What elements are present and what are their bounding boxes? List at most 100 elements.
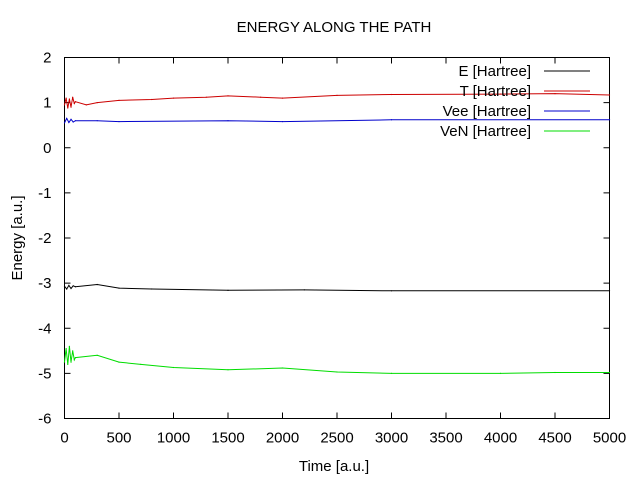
y-tick-label: -3 — [38, 275, 51, 292]
data-point — [63, 104, 66, 106]
x-tick-label: 2000 — [266, 430, 299, 447]
legend-label: VeN [Hartree] — [440, 123, 531, 140]
data-point — [205, 96, 207, 98]
data-point — [68, 98, 71, 100]
data-point — [608, 371, 611, 374]
data-point — [67, 107, 69, 109]
y-tick-label: -6 — [38, 411, 51, 428]
data-point — [72, 350, 74, 352]
data-point — [63, 361, 66, 363]
data-point — [96, 102, 98, 104]
data-point — [499, 372, 502, 374]
x-tick-label: 4500 — [538, 430, 571, 447]
data-point — [118, 287, 120, 289]
data-point — [608, 94, 611, 96]
data-point — [73, 102, 75, 105]
data-point — [68, 121, 70, 124]
data-point — [260, 96, 262, 98]
x-tick-label: 3500 — [429, 430, 462, 447]
data-point — [70, 106, 72, 108]
data-point — [70, 361, 72, 363]
y-tick-label: -2 — [38, 230, 51, 247]
data-point — [390, 93, 393, 96]
y-tick-label: 2 — [43, 50, 51, 67]
data-point — [96, 283, 98, 286]
series-line — [64, 346, 610, 374]
y-tick-label: -5 — [38, 365, 51, 382]
legend-label: Vee [Hartree] — [443, 103, 531, 120]
y-axis-label: Energy [a.u.] — [9, 195, 26, 280]
data-point — [66, 117, 68, 120]
data-point — [74, 120, 76, 122]
legend: E [Hartree] T [Hartree] Vee [Hartree] VeN [… — [440, 63, 590, 140]
chart-title: ENERGY ALONG THE PATH — [237, 19, 432, 36]
data-point — [151, 288, 153, 290]
data-point — [499, 93, 502, 95]
x-tick-label: 4000 — [484, 430, 517, 447]
data-point — [70, 287, 72, 290]
data-point — [151, 98, 153, 101]
data-point — [63, 122, 66, 124]
data-point — [118, 99, 120, 101]
data-point — [608, 290, 611, 292]
data-point — [390, 119, 393, 121]
data-point — [74, 356, 76, 359]
x-tick-label: 2500 — [320, 430, 353, 447]
x-tick-label: 5000 — [593, 430, 626, 447]
data-point — [65, 97, 67, 99]
data-point — [390, 290, 393, 292]
data-point — [85, 104, 87, 106]
data-point — [336, 371, 338, 373]
data-point — [68, 345, 71, 347]
data-point — [227, 289, 229, 291]
data-point — [227, 95, 229, 97]
data-point — [66, 288, 68, 290]
data-point — [227, 120, 229, 122]
legend-label: E [Hartree] — [458, 63, 531, 80]
data-point — [72, 96, 74, 98]
data-point — [554, 93, 556, 95]
data-point — [336, 94, 338, 97]
data-point — [281, 367, 284, 369]
data-point — [74, 101, 76, 103]
series-line — [64, 283, 610, 292]
x-tick-label: 3000 — [375, 430, 408, 447]
x-tick-label: 1000 — [157, 430, 190, 447]
data-point — [303, 289, 305, 291]
data-point — [227, 369, 229, 371]
data-point — [72, 285, 74, 287]
x-tick-label: 0 — [60, 430, 68, 447]
data-point — [118, 120, 120, 123]
data-point — [172, 366, 175, 369]
data-point — [72, 121, 74, 123]
y-tick-label: -1 — [38, 185, 51, 202]
data-point — [281, 97, 284, 99]
data-point — [63, 285, 66, 287]
data-point — [70, 118, 72, 120]
series-line — [64, 117, 610, 124]
data-point — [68, 284, 70, 286]
data-point — [65, 347, 67, 350]
data-point — [554, 371, 556, 374]
data-point — [96, 120, 98, 122]
data-point — [118, 361, 120, 363]
y-tick-label: 0 — [43, 140, 51, 157]
data-point — [74, 286, 76, 288]
data-point — [67, 363, 69, 365]
x-tick-label: 1500 — [211, 430, 244, 447]
axis-ticks: 0 500 1000 1500 2000 2500 3000 3500 4000 4500 5000… — [38, 50, 626, 447]
data-point — [172, 97, 175, 99]
y-tick-label: 1 — [43, 95, 51, 112]
legend-label: T [Hartree] — [460, 83, 531, 100]
series-layer — [63, 93, 611, 374]
series-line — [64, 93, 610, 109]
data-point — [140, 363, 142, 365]
y-tick-label: -4 — [38, 320, 51, 337]
data-point — [608, 119, 611, 121]
data-point — [73, 359, 75, 361]
x-axis-label: Time [a.u.] — [299, 458, 369, 475]
x-tick-label: 500 — [106, 430, 131, 447]
data-point — [281, 120, 284, 123]
data-point — [96, 354, 98, 356]
